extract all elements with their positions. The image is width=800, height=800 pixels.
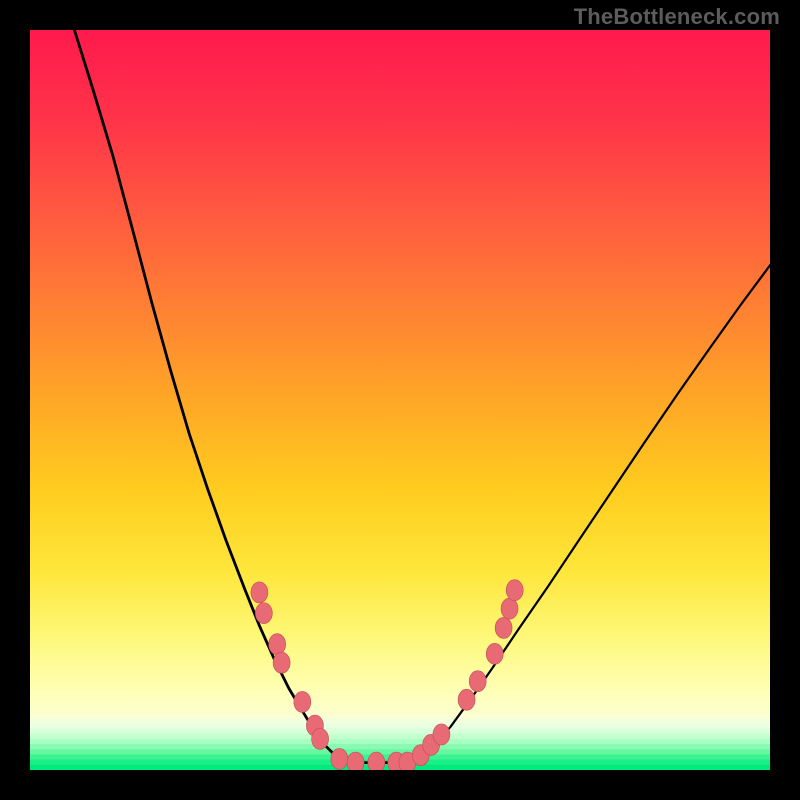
bottom-band-3 (30, 734, 770, 740)
marker-2 (269, 634, 286, 655)
watermark-text: TheBottleneck.com (574, 4, 780, 30)
bottom-band-5 (30, 744, 770, 750)
marker-8 (347, 752, 364, 770)
marker-18 (495, 617, 512, 638)
marker-16 (469, 671, 486, 692)
gradient-background (30, 30, 770, 770)
marker-17 (486, 643, 503, 664)
marker-0 (251, 582, 268, 603)
bottom-band-4 (30, 739, 770, 745)
bottom-band-2 (30, 729, 770, 735)
marker-7 (331, 748, 348, 769)
plot-area (30, 30, 770, 770)
marker-1 (255, 603, 272, 624)
marker-15 (458, 689, 475, 710)
bottom-band-1 (30, 723, 770, 729)
plot-svg (30, 30, 770, 770)
marker-20 (506, 580, 523, 601)
marker-6 (312, 728, 329, 749)
marker-3 (273, 652, 290, 673)
chart-root: TheBottleneck.com (0, 0, 800, 800)
marker-19 (501, 598, 518, 619)
marker-9 (368, 752, 385, 770)
marker-4 (294, 691, 311, 712)
marker-14 (433, 724, 450, 745)
bottom-band-0 (30, 718, 770, 724)
